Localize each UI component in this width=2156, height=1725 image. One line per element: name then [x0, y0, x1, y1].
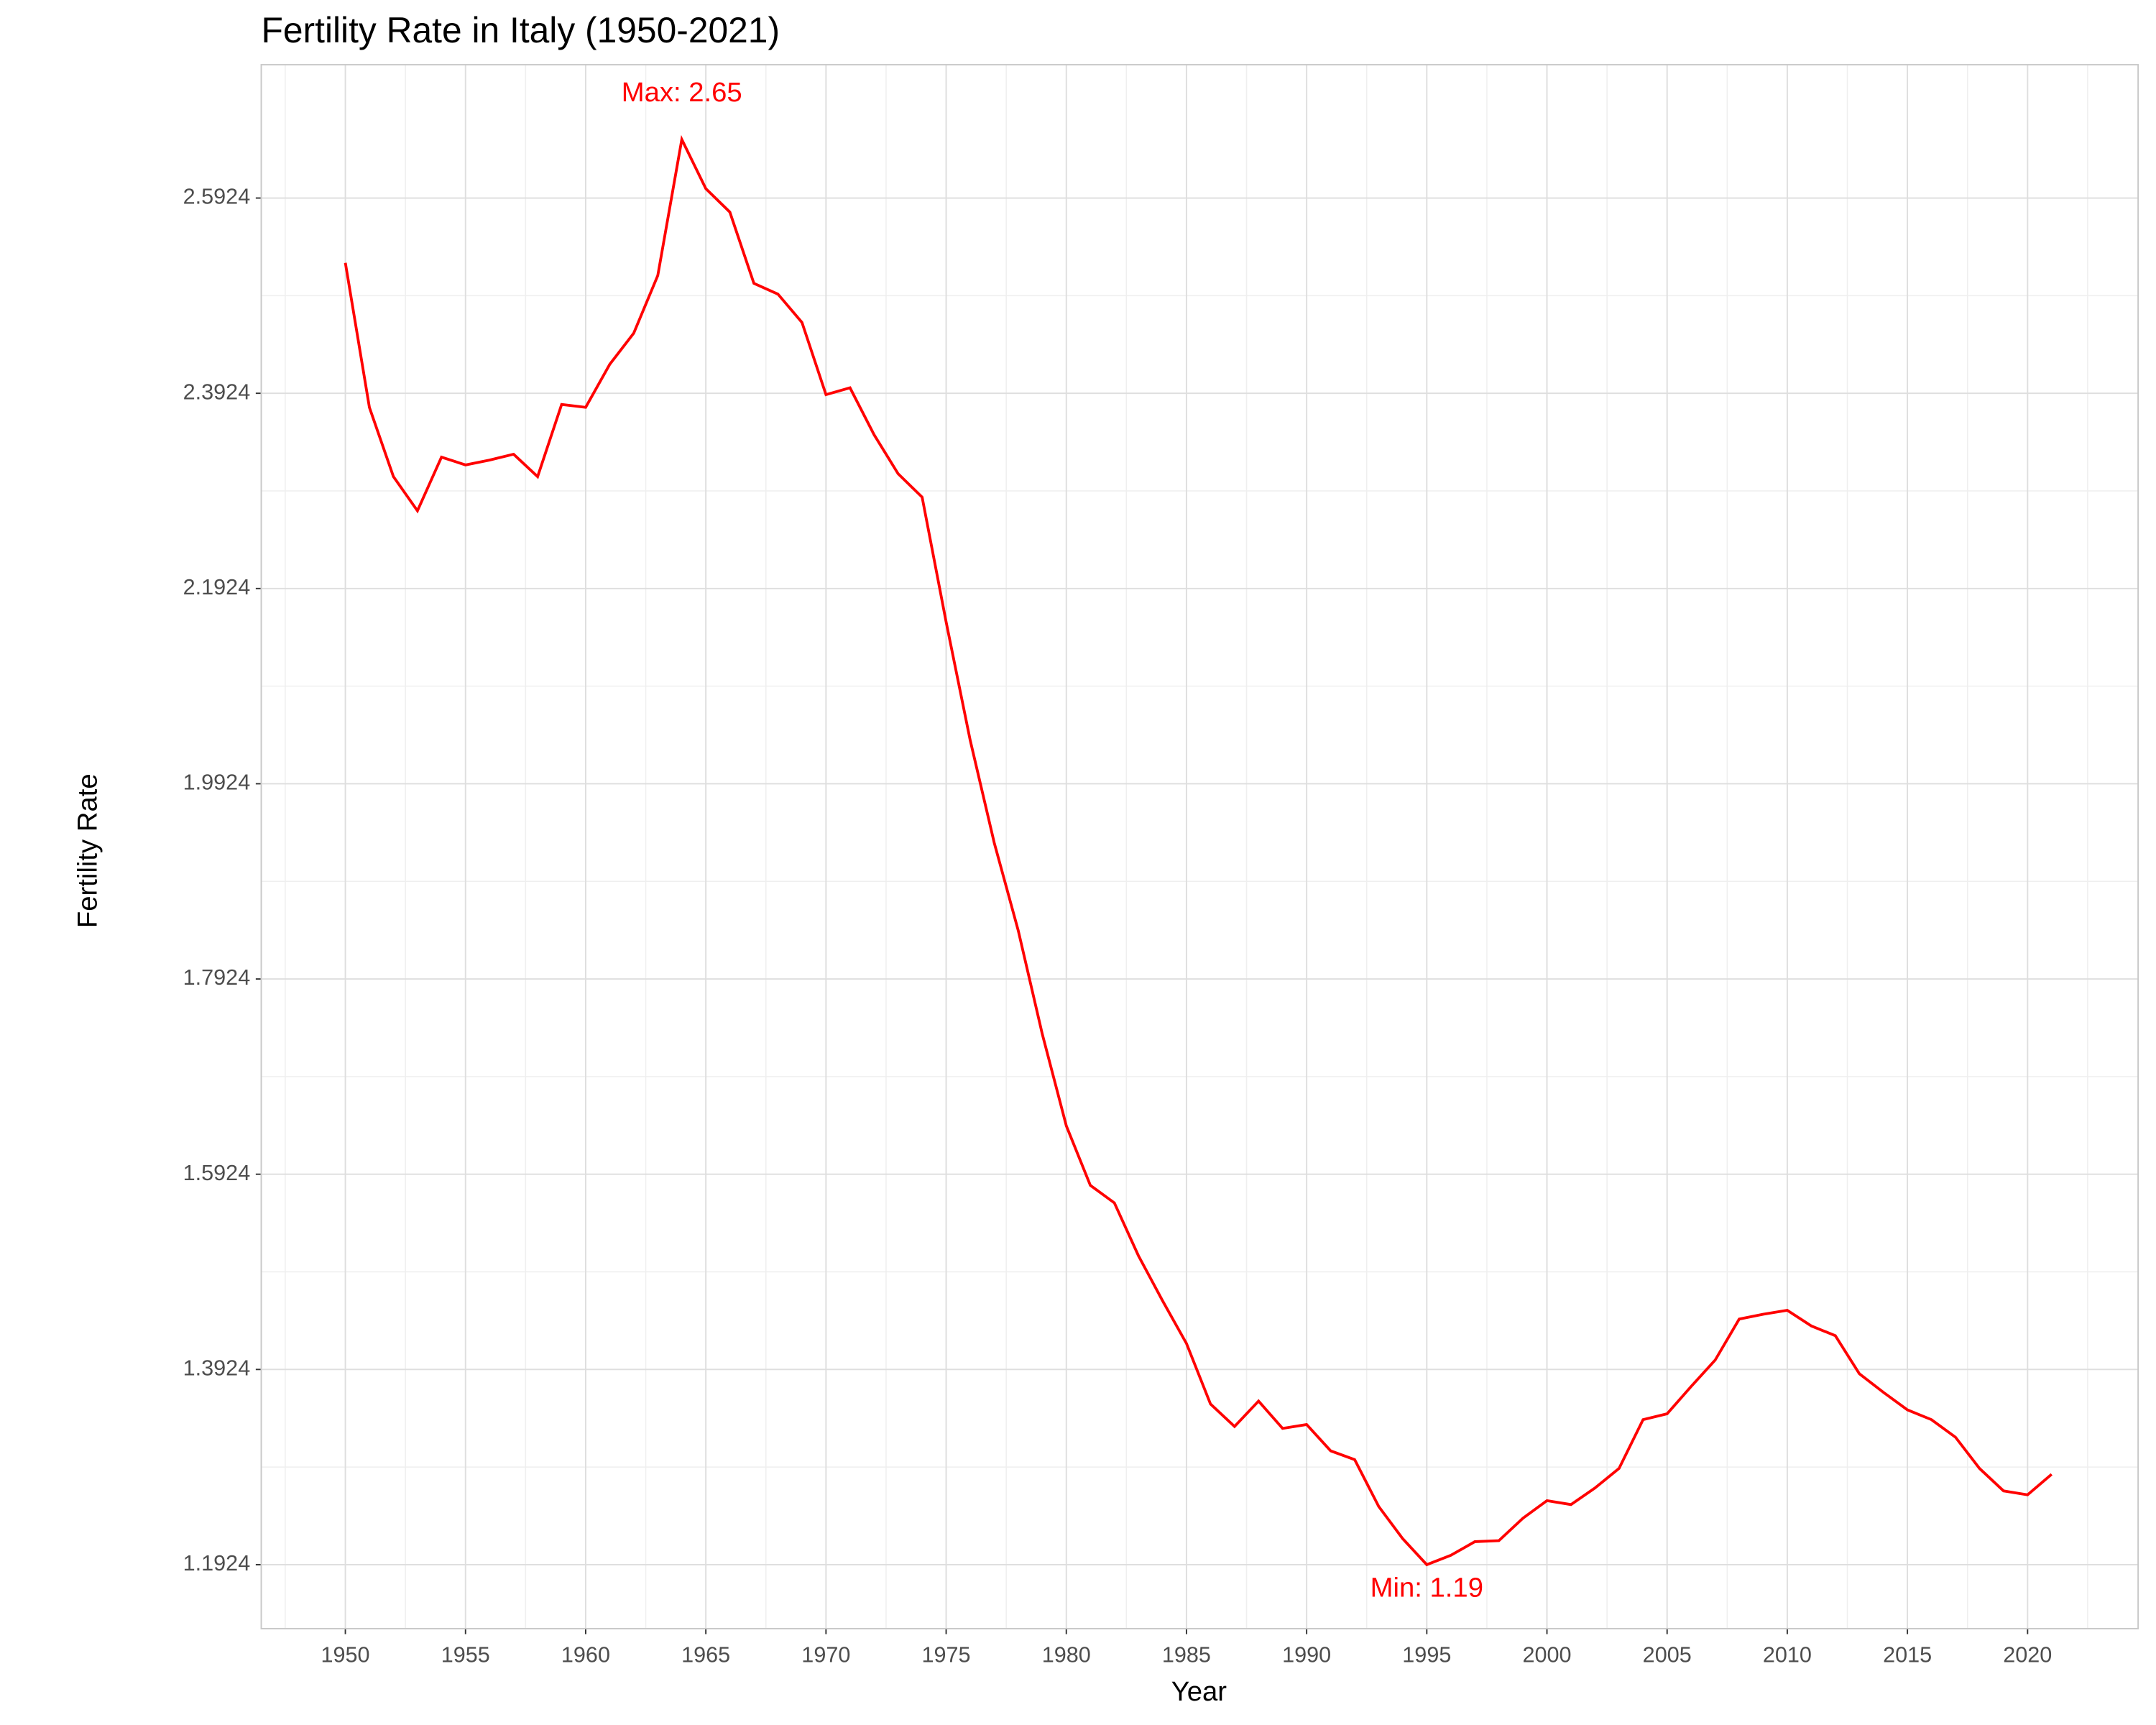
x-tick-label: 1995	[1402, 1642, 1451, 1667]
y-tick-label: 1.9924	[183, 770, 251, 795]
x-tick-label: 2010	[1763, 1642, 1812, 1667]
x-tick-label: 2020	[2003, 1642, 2052, 1667]
y-tick-label: 2.5924	[183, 185, 251, 209]
x-tick-label: 2000	[1522, 1642, 1571, 1667]
plot-border	[260, 64, 2139, 1629]
chart-title: Fertility Rate in Italy (1950-2021)	[262, 10, 780, 50]
line	[344, 134, 2053, 1567]
annotation: Min: 1.19	[1370, 1573, 1483, 1604]
x-tick-label: 1950	[321, 1642, 370, 1667]
x-tick-label: 1980	[1042, 1642, 1091, 1667]
y-tick-label: 1.1924	[183, 1551, 251, 1576]
x-tick-label: 1960	[561, 1642, 610, 1667]
x-tick-label: 1985	[1162, 1642, 1211, 1667]
x-tick-label: 2015	[1883, 1642, 1932, 1667]
x-tick-label: 1955	[441, 1642, 490, 1667]
x-tick-label: 2005	[1643, 1642, 1692, 1667]
annotation: Max: 2.65	[622, 77, 742, 108]
x-tick-label: 1975	[922, 1642, 971, 1667]
y-tick-label: 1.3924	[183, 1356, 251, 1380]
x-tick-label: 1990	[1282, 1642, 1331, 1667]
x-tick-label: 1970	[801, 1642, 850, 1667]
y-tick-label: 2.1924	[183, 575, 251, 599]
x-axis-title: Year	[1171, 1676, 1227, 1707]
y-tick-label: 1.5924	[183, 1161, 251, 1185]
x-tick-label: 1965	[681, 1642, 730, 1667]
y-tick-label: 2.3924	[183, 380, 251, 404]
y-axis-title: Fertility Rate	[72, 773, 103, 928]
y-tick-label: 1.7924	[183, 965, 251, 990]
